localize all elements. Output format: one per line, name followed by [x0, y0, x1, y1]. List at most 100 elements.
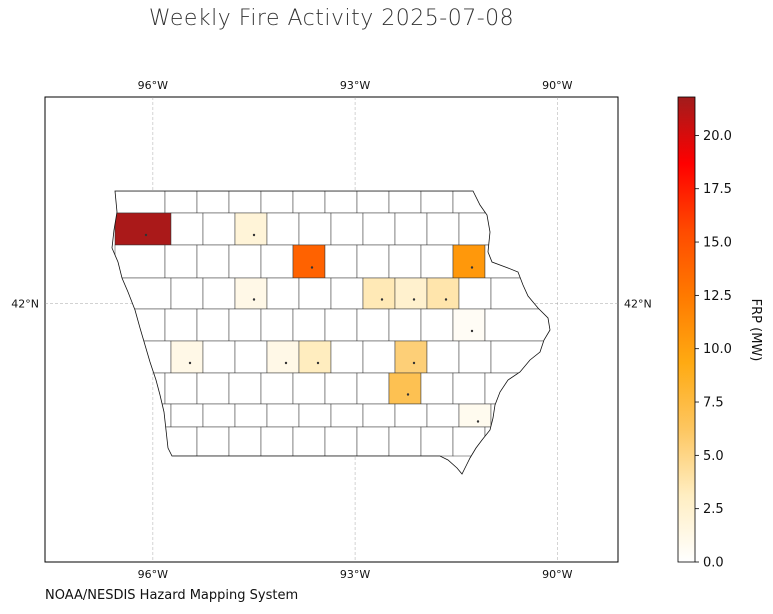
county — [266, 403, 300, 428]
county — [114, 244, 166, 279]
county — [484, 308, 550, 342]
county — [420, 244, 454, 279]
graticule-labels: 96°W 96°W 93°W 93°W 90°W 90°W 42°N 42°N — [11, 79, 651, 581]
fire-point — [406, 393, 410, 396]
colorbar-tick-label: 15.0 — [703, 236, 732, 251]
lon-tick-label-bottom: 96°W — [138, 568, 168, 581]
county — [202, 212, 236, 246]
county-with-fire — [170, 340, 204, 374]
lat-tick-label-left: 42°N — [11, 298, 39, 311]
county — [202, 403, 236, 428]
fire-point — [188, 361, 192, 365]
county — [324, 372, 358, 405]
county — [196, 372, 230, 405]
county — [356, 372, 390, 405]
county-with-fire — [452, 308, 486, 342]
county — [164, 244, 198, 279]
colorbar-tick-label: 17.5 — [703, 182, 732, 197]
fire-point — [252, 298, 256, 301]
county — [324, 244, 358, 279]
county — [356, 191, 390, 214]
lon-tick-label-bottom: 93°W — [340, 568, 370, 581]
fire-point — [476, 420, 480, 423]
county-with-fire — [458, 403, 492, 428]
county — [330, 340, 364, 374]
lon-tick-label-top: 93°W — [340, 79, 370, 92]
source-credit: NOAA/NESDIS Hazard Mapping System — [45, 588, 299, 603]
colorbar: 0.0 2.5 5.0 7.5 10.0 12.5 15.0 17.5 20.0 FRP (MW… — [677, 96, 763, 571]
county — [170, 403, 204, 428]
colorbar-gradient — [677, 96, 696, 563]
county — [196, 191, 230, 214]
county — [260, 372, 294, 405]
county — [420, 372, 454, 405]
fire-point — [470, 266, 474, 269]
county — [324, 191, 358, 214]
county-with-fire — [292, 244, 326, 279]
fire-point — [310, 266, 314, 269]
county — [298, 212, 332, 246]
county — [170, 212, 204, 246]
county-with-fire — [394, 340, 428, 374]
lon-tick-label-bottom: 90°W — [542, 568, 572, 581]
county-with-fire — [234, 212, 268, 246]
colorbar-tick-label: 2.5 — [703, 502, 724, 517]
county-with-fire — [452, 244, 486, 279]
county — [388, 426, 422, 457]
county — [202, 277, 236, 310]
county — [260, 191, 294, 214]
county — [260, 426, 294, 457]
map-title: Weekly Fire Activity 2025-07-08 — [148, 6, 515, 31]
county — [234, 340, 268, 374]
county — [426, 340, 460, 374]
county — [298, 403, 332, 428]
county-with-fire — [234, 277, 268, 310]
colorbar-tick-label: 7.5 — [703, 396, 724, 411]
county — [298, 277, 332, 310]
county — [234, 403, 268, 428]
county — [228, 426, 262, 457]
fire-point — [252, 233, 256, 237]
county — [260, 244, 294, 279]
county — [228, 308, 262, 342]
county — [452, 372, 486, 405]
fire-point — [284, 361, 288, 365]
lon-tick-label-top: 90°W — [542, 79, 572, 92]
county — [260, 308, 294, 342]
county — [266, 277, 300, 310]
fire-point — [470, 329, 474, 333]
county — [324, 426, 358, 457]
county — [458, 277, 492, 310]
county — [362, 212, 396, 246]
county — [196, 244, 230, 279]
colorbar-ticks: 0.0 2.5 5.0 7.5 10.0 12.5 15.0 17.5 20.0 — [695, 129, 732, 571]
colorbar-label: FRP (MW) — [748, 299, 763, 362]
county — [426, 212, 460, 246]
fire-point — [412, 298, 416, 301]
county — [228, 372, 262, 405]
county — [164, 372, 198, 405]
fire-point — [144, 233, 148, 237]
county — [292, 426, 326, 457]
fire-detection-points — [144, 233, 480, 423]
county — [202, 340, 236, 374]
county — [362, 340, 396, 374]
fire-point — [380, 298, 384, 301]
county — [420, 191, 454, 214]
county — [114, 191, 166, 214]
county — [164, 191, 198, 214]
colorbar-tick-label: 12.5 — [703, 289, 732, 304]
county — [292, 372, 326, 405]
county — [356, 308, 390, 342]
county — [420, 426, 454, 457]
fire-point — [444, 298, 448, 301]
county — [266, 212, 300, 246]
county — [356, 426, 390, 457]
county — [356, 244, 390, 279]
county — [388, 308, 422, 342]
county — [330, 403, 364, 428]
county — [394, 403, 428, 428]
county — [170, 277, 204, 310]
fire-point — [412, 361, 416, 365]
colorbar-tick-label: 10.0 — [703, 342, 732, 357]
